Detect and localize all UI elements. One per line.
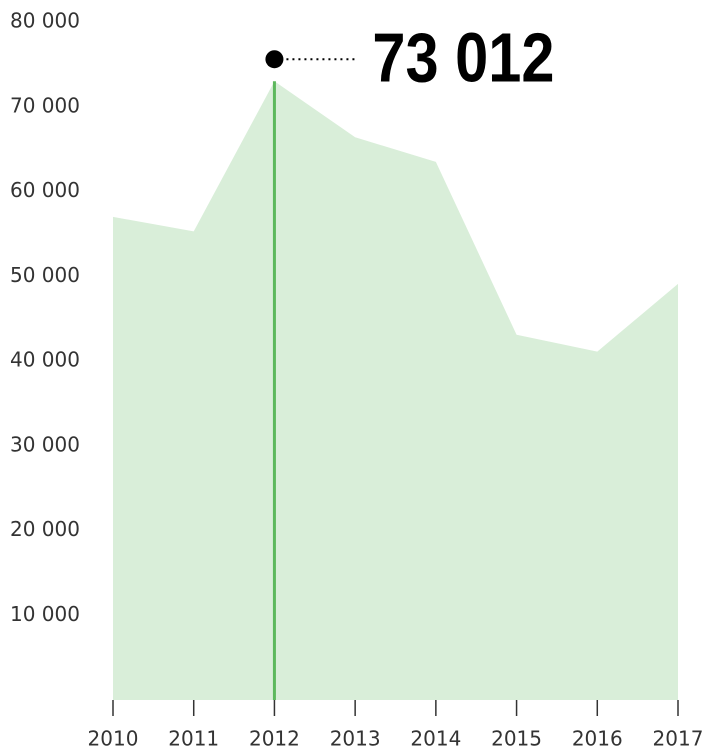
x-tick-label: 2015	[491, 727, 542, 751]
x-tick-label: 2012	[249, 727, 300, 751]
y-tick-label: 10 000	[10, 602, 80, 626]
highlight-dot	[265, 50, 284, 69]
y-tick-label: 40 000	[10, 348, 80, 372]
x-tick-label: 2013	[330, 727, 381, 751]
y-tick-label: 60 000	[10, 178, 80, 202]
x-tick-label: 2016	[572, 727, 623, 751]
value-label: 73 012	[372, 19, 554, 97]
x-tick-label: 2011	[168, 727, 219, 751]
y-tick-label: 70 000	[10, 93, 80, 117]
area	[113, 81, 678, 701]
x-tick-label: 2014	[410, 727, 461, 751]
x-tick-label: 2017	[653, 727, 702, 751]
x-tick-label: 2010	[88, 727, 139, 751]
y-tick-label: 30 000	[10, 432, 80, 456]
y-tick-label: 80 000	[10, 9, 80, 33]
y-tick-label: 20 000	[10, 517, 80, 541]
y-tick-label: 50 000	[10, 263, 80, 287]
